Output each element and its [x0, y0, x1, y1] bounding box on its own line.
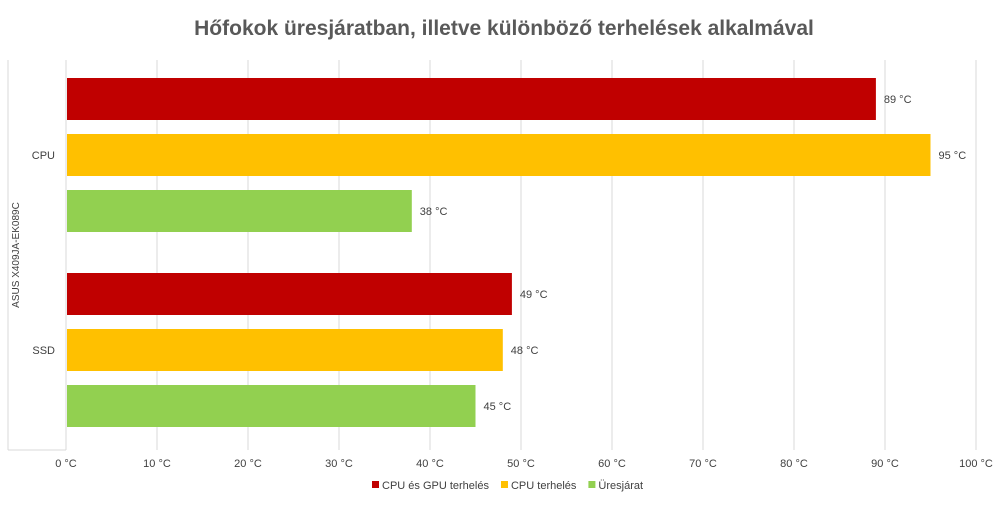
x-tick-label: 60 °C: [598, 458, 626, 470]
category-label: SSD: [32, 345, 55, 357]
legend-swatch: [372, 481, 379, 488]
axis-layer: 0 °C 10 °C 20 °C 30 °C 40 °C 50 °C 60 °C 70 °C 8…: [7, 60, 993, 470]
x-tick-label: 30 °C: [325, 458, 353, 470]
data-label: 45 °C: [484, 401, 512, 413]
legend: CPU és GPU terhelés CPU terhelés Üresjárat: [372, 480, 643, 492]
x-tick-label: 20 °C: [234, 458, 262, 470]
x-tick-label: 80 °C: [780, 458, 808, 470]
x-tick-label: 70 °C: [689, 458, 717, 470]
bar: [67, 134, 931, 176]
legend-label: Üresjárat: [598, 480, 643, 492]
legend-swatch: [588, 481, 596, 488]
data-label: 48 °C: [511, 345, 539, 357]
grid-layer: [65, 60, 977, 450]
x-tick-label: 40 °C: [416, 458, 444, 470]
data-label: 95 °C: [939, 150, 967, 162]
data-label: 49 °C: [520, 289, 548, 301]
bar: [67, 273, 512, 315]
chart-title: Hőfokok üresjáratban, illetve különböző …: [194, 17, 814, 40]
bar: [67, 190, 412, 232]
label-layer: 89 °C 95 °C 38 °C 49 °C 48 °C 45 °C: [420, 94, 966, 413]
category-label: CPU: [32, 150, 55, 162]
x-tick-label: 100 °C: [959, 458, 993, 470]
x-tick-label: 90 °C: [871, 458, 899, 470]
group-label: ASUS X409JA-EK089C: [11, 202, 22, 308]
bar: [67, 329, 503, 371]
bar: [67, 78, 876, 120]
x-tick-label: 50 °C: [507, 458, 535, 470]
x-tick-label: 10 °C: [143, 458, 171, 470]
bar: [67, 385, 476, 427]
legend-label: CPU terhelés: [511, 480, 577, 492]
data-label: 89 °C: [884, 94, 912, 106]
bar-layer: [67, 78, 931, 427]
legend-label: CPU és GPU terhelés: [382, 480, 489, 492]
data-label: 38 °C: [420, 206, 448, 218]
x-tick-label: 0 °C: [55, 458, 77, 470]
legend-swatch: [500, 481, 508, 488]
